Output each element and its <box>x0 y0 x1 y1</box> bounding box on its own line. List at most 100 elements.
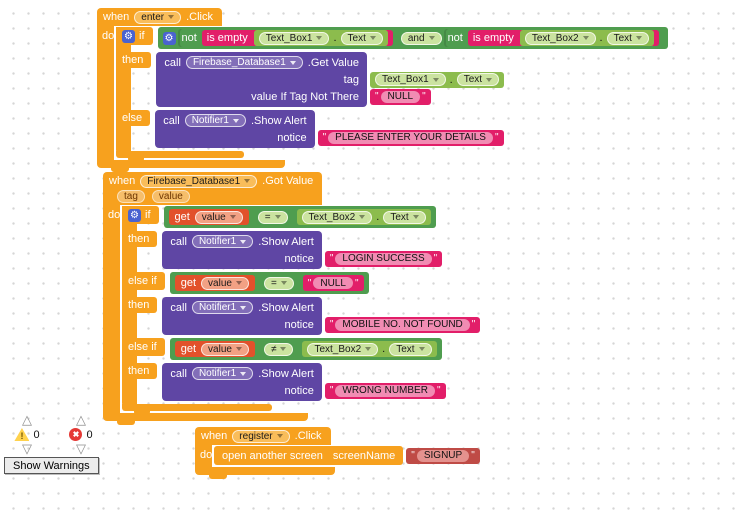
param-value[interactable]: value <box>151 189 190 203</box>
chevron-down-icon <box>229 215 236 219</box>
event-name-label: .Click <box>294 430 322 442</box>
chevron-down-icon <box>235 281 242 285</box>
call-notifier-showalert[interactable]: call Notifier1 .Show Alert notice <box>162 231 443 269</box>
arg-notice-label: notice <box>284 252 314 265</box>
operator-block[interactable]: = <box>260 275 297 291</box>
get-variable-block[interactable]: get value <box>174 275 255 291</box>
component-dropdown-enter[interactable]: enter <box>134 10 182 24</box>
if-elseif-block[interactable]: ⚙ if get value <box>122 206 481 415</box>
chevron-down-icon <box>486 77 493 82</box>
get-variable-block[interactable]: get value <box>174 341 255 357</box>
component-dropdown-textbox2[interactable]: Text_Box2 <box>524 31 596 45</box>
component-dropdown-notifier[interactable]: Notifier1 <box>191 367 254 380</box>
error-up-arrow[interactable]: △ <box>76 412 86 427</box>
variable-dropdown-value[interactable]: value <box>201 342 249 356</box>
when-label: when <box>109 175 136 187</box>
component-dropdown-register[interactable]: register <box>232 429 290 443</box>
textbox2-text-getter[interactable]: Text_Box2 . Text <box>296 209 431 225</box>
and-block[interactable]: ⚙ not is empty Text_Box1 <box>157 27 668 49</box>
call-label: call <box>164 56 181 69</box>
warning-up-arrow[interactable]: △ <box>22 412 32 427</box>
if-block[interactable]: ⚙ if ⚙ not is empty <box>116 27 668 162</box>
method-label: .Show Alert <box>258 301 314 314</box>
component-dropdown-textbox2[interactable]: Text_Box2 <box>307 342 379 356</box>
property-dropdown-text[interactable]: Text <box>383 210 426 224</box>
string-block-null[interactable]: NULL <box>302 275 364 291</box>
string-block-login-success[interactable]: LOGIN SUCCESS <box>324 250 443 267</box>
string-block-mobile-not-found[interactable]: MOBILE NO. NOT FOUND <box>324 316 481 333</box>
block-when-enter-click[interactable]: when enter .Click do ⚙ if <box>97 8 668 172</box>
textbox2-text-getter[interactable]: Text_Box2 . Text <box>519 30 654 46</box>
call-notifier-showalert[interactable]: call Notifier1 .Show Alert notice <box>162 297 481 335</box>
operator-dropdown[interactable]: = <box>257 210 288 224</box>
component-dropdown-notifier[interactable]: Notifier1 <box>191 301 254 314</box>
operator-dropdown[interactable]: = <box>263 276 294 290</box>
textbox2-text-getter[interactable]: Text_Box2 . Text <box>302 341 437 357</box>
mutator-gear-icon[interactable]: ⚙ <box>162 31 176 45</box>
operator-block[interactable]: ≠ <box>260 341 297 357</box>
if-block-footer <box>122 404 272 415</box>
string-block-wrong-number[interactable]: WRONG NUMBER <box>324 382 446 399</box>
if-label: ⚙ if <box>116 27 153 45</box>
component-dropdown-firebase[interactable]: Firebase_Database1 <box>185 56 303 69</box>
equals-compare-block[interactable]: get value = <box>163 206 436 228</box>
event-block-footer <box>97 160 285 172</box>
chevron-down-icon <box>316 36 323 40</box>
variable-dropdown-value[interactable]: value <box>201 276 249 290</box>
variable-dropdown-value[interactable]: value <box>194 210 243 224</box>
method-label: .Show Alert <box>258 235 314 248</box>
component-dropdown-firebase[interactable]: Firebase_Database1 <box>140 174 258 188</box>
and-operator-dropdown[interactable]: and <box>400 31 442 45</box>
call-notifier-showalert[interactable]: call Notifier1 .Show Alert notice <box>155 110 504 148</box>
is-empty-block[interactable]: is empty Text_Box1 . <box>201 30 393 46</box>
show-warnings-button[interactable]: Show Warnings <box>4 457 99 474</box>
property-dropdown-text[interactable]: Text <box>340 31 383 45</box>
chevron-down-icon <box>369 36 376 40</box>
component-dropdown-notifier[interactable]: Notifier1 <box>184 114 246 127</box>
component-dropdown-notifier[interactable]: Notifier1 <box>191 235 254 248</box>
warning-count: 0 <box>33 428 40 441</box>
error-down-arrow[interactable]: ▽ <box>76 441 86 456</box>
textbox1-text-getter[interactable]: Text_Box1 . Text <box>253 30 388 46</box>
is-empty-block[interactable]: is empty Text_Box2 . <box>467 30 659 46</box>
property-dropdown-text[interactable]: Text <box>606 31 649 45</box>
string-block-please-enter[interactable]: PLEASE ENTER YOUR DETAILS <box>317 129 504 146</box>
warning-down-arrow[interactable]: ▽ <box>22 441 32 456</box>
not-block[interactable]: not is empty Text_Box1 <box>179 29 397 47</box>
operator-dropdown[interactable]: ≠ <box>263 342 294 356</box>
arg-default-label: value If Tag Not There <box>251 90 359 103</box>
equals-compare-block[interactable]: get value = <box>169 272 369 294</box>
then-label: then <box>122 231 158 247</box>
if-block-footer <box>116 151 244 162</box>
block-when-register-click[interactable]: when register .Click do open another scr… <box>195 427 480 479</box>
chevron-down-icon <box>235 347 242 351</box>
mutator-gear-icon[interactable]: ⚙ <box>128 208 141 222</box>
string-block-null[interactable]: NULL <box>369 88 431 105</box>
call-label: call <box>170 367 187 380</box>
block-when-firebase-gotvalue[interactable]: when Firebase_Database1 .Got Value tag v… <box>103 172 481 425</box>
not-block[interactable]: not is empty Text_Box2 <box>445 29 663 47</box>
chevron-down-icon <box>168 15 175 19</box>
component-dropdown-textbox1[interactable]: Text_Box1 <box>374 73 446 86</box>
chevron-down-icon <box>428 36 435 40</box>
param-tag[interactable]: tag <box>117 189 145 203</box>
open-another-screen-block[interactable]: open another screen screenName <box>214 446 404 465</box>
chevron-down-icon <box>418 347 425 351</box>
property-dropdown-text[interactable]: Text <box>456 73 500 86</box>
textbox1-text-getter[interactable]: Text_Box1 . Text <box>369 71 505 88</box>
call-notifier-showalert[interactable]: call Notifier1 .Show Alert notice <box>162 363 446 401</box>
property-dropdown-text[interactable]: Text <box>389 342 432 356</box>
mutator-gear-icon[interactable]: ⚙ <box>122 29 135 43</box>
chevron-down-icon <box>359 215 366 219</box>
get-variable-block[interactable]: get value <box>168 209 249 225</box>
not-equals-compare-block[interactable]: get value ≠ <box>169 338 442 360</box>
chevron-down-icon <box>412 215 419 219</box>
event-block-footer <box>195 467 335 479</box>
component-dropdown-textbox2[interactable]: Text_Box2 <box>301 210 373 224</box>
string-block-signup[interactable]: SIGNUP <box>406 447 480 464</box>
arg-notice-label: notice <box>277 131 307 144</box>
call-firebase-getvalue[interactable]: call Firebase_Database1 .Get Value <box>156 52 505 107</box>
component-dropdown-textbox1[interactable]: Text_Box1 <box>258 31 330 45</box>
operator-block[interactable]: = <box>254 209 291 225</box>
